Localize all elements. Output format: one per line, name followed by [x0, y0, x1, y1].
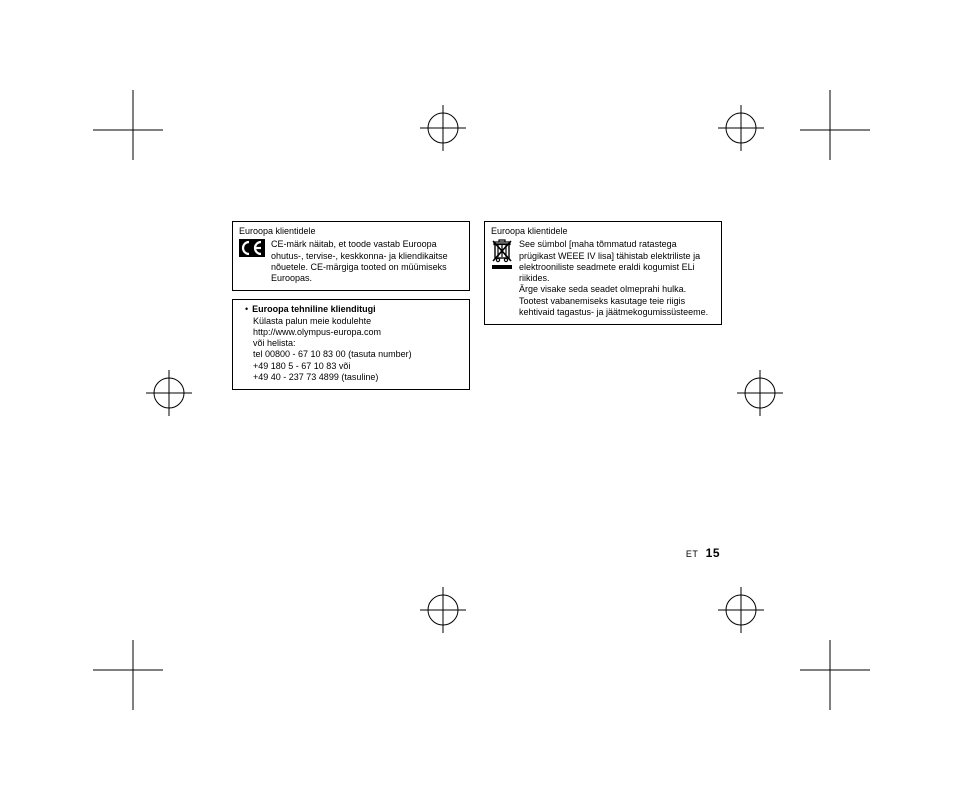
crop-mark-icon: [93, 640, 163, 710]
support-l6: +49 40 - 237 73 4899 (tasuline): [253, 372, 463, 383]
support-lines: Külasta palun meie kodulehte http://www.…: [239, 316, 463, 384]
registration-mark-icon: [718, 587, 764, 633]
weee-box-title: Euroopa klientidele: [491, 226, 715, 237]
page-footer: ET 15: [686, 546, 720, 560]
bullet-icon: •: [245, 304, 248, 315]
weee-row: See sümbol [maha tõmmatud ratastega prüg…: [491, 239, 715, 318]
weee-box: Euroopa klientidele: [484, 221, 722, 325]
weee-p1: See sümbol [maha tõmmatud ratastega prüg…: [519, 239, 700, 283]
crop-mark-icon: [800, 640, 870, 710]
support-box: • Euroopa tehniline klienditugi Külasta …: [232, 299, 470, 390]
support-l3: või helista:: [253, 338, 463, 349]
crop-mark-icon: [800, 90, 870, 160]
ce-box-body-row: CE-märk näitab, et toode vastab Euroopa …: [239, 239, 463, 284]
support-heading: Euroopa tehniline klienditugi: [252, 304, 376, 315]
weee-p2: Ärge visake seda seadet olmeprahi hulka.…: [519, 284, 708, 317]
weee-icon: [491, 239, 513, 269]
content-area: Euroopa klientidele CE-märk näitab, et t…: [232, 221, 724, 390]
registration-mark-icon: [420, 587, 466, 633]
ce-box: Euroopa klientidele CE-märk näitab, et t…: [232, 221, 470, 291]
weee-text: See sümbol [maha tõmmatud ratastega prüg…: [519, 239, 715, 318]
support-l2: http://www.olympus-europa.com: [253, 327, 463, 338]
weee-underscore-icon: [492, 265, 512, 269]
support-heading-row: • Euroopa tehniline klienditugi: [239, 304, 463, 315]
right-column: Euroopa klientidele: [484, 221, 722, 390]
lang-code: ET: [686, 549, 699, 559]
registration-mark-icon: [146, 370, 192, 416]
support-l4: tel 00800 - 67 10 83 00 (tasuta number): [253, 349, 463, 360]
ce-mark-icon: [239, 239, 265, 260]
ce-box-title: Euroopa klientidele: [239, 226, 463, 237]
registration-mark-icon: [420, 105, 466, 151]
support-l1: Külasta palun meie kodulehte: [253, 316, 463, 327]
page-number: 15: [706, 546, 720, 560]
ce-box-body: CE-märk näitab, et toode vastab Euroopa …: [271, 239, 463, 284]
registration-mark-icon: [718, 105, 764, 151]
left-column: Euroopa klientidele CE-märk näitab, et t…: [232, 221, 470, 390]
registration-mark-icon: [737, 370, 783, 416]
crop-mark-icon: [93, 90, 163, 160]
support-l5: +49 180 5 - 67 10 83 või: [253, 361, 463, 372]
